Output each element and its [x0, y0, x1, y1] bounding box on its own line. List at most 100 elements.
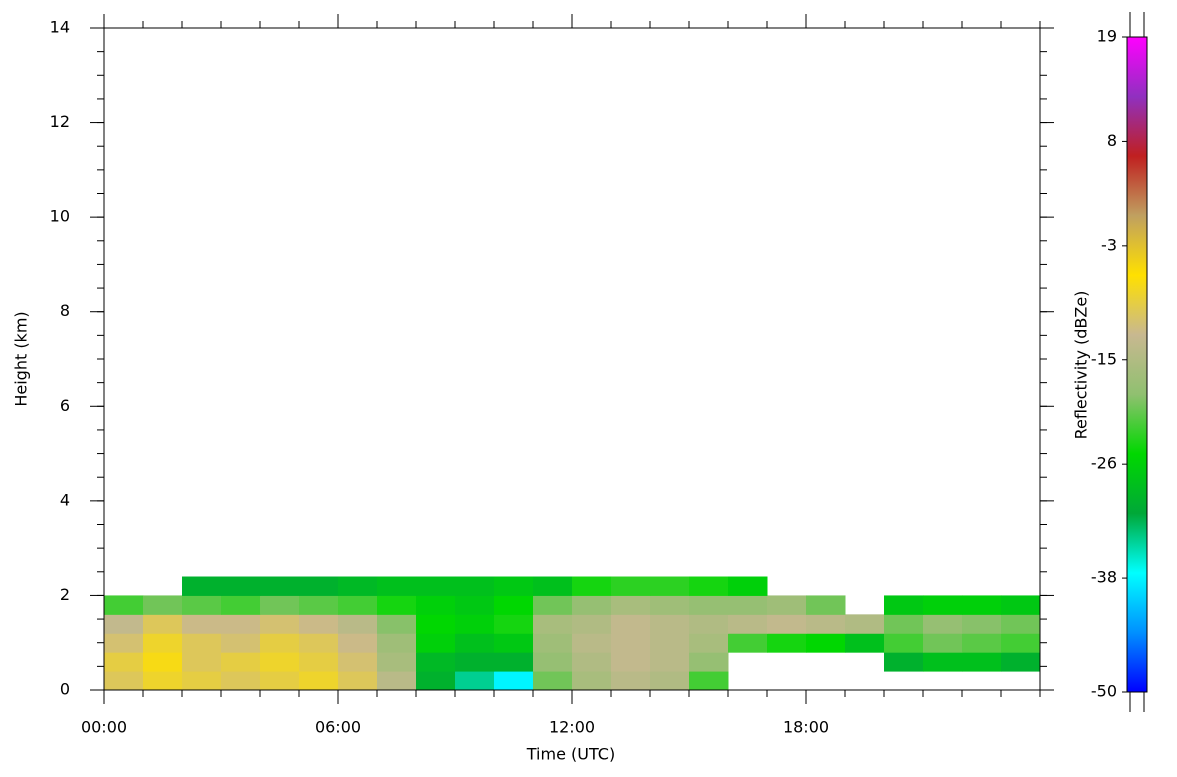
heatmap-cell	[260, 652, 300, 672]
heatmap-cell	[494, 576, 534, 596]
colorbar-tick-label: -38	[1091, 568, 1117, 587]
heatmap-cell	[455, 614, 495, 634]
heatmap-cell	[845, 614, 885, 634]
heatmap-cell	[533, 652, 573, 672]
heatmap-cell	[299, 595, 339, 615]
heatmap-cell	[377, 652, 417, 672]
heatmap-cell	[143, 614, 183, 634]
heatmap-cell	[377, 595, 417, 615]
heatmap-cell	[143, 595, 183, 615]
x-tick-label: 12:00	[549, 718, 595, 737]
colorbar-tick-label: 8	[1107, 131, 1117, 150]
colorbar-tick-label: -15	[1091, 349, 1117, 368]
heatmap-cell	[338, 633, 378, 653]
heatmap-cell	[650, 595, 690, 615]
heatmap-cell	[104, 633, 144, 653]
heatmap-cell	[221, 614, 261, 634]
heatmap-cell	[338, 652, 378, 672]
heatmap-cell	[455, 633, 495, 653]
heatmap-cell	[689, 633, 729, 653]
heatmap-cell	[104, 671, 144, 691]
heatmap-cell	[767, 614, 807, 634]
heatmap-cell	[104, 652, 144, 672]
y-tick-label: 14	[50, 18, 70, 37]
heatmap-cell	[650, 614, 690, 634]
heatmap-cell	[182, 652, 222, 672]
heatmap-cell	[377, 671, 417, 691]
heatmap-cell	[338, 576, 378, 596]
heatmap-cell	[416, 671, 456, 691]
x-tick-label: 00:00	[81, 718, 127, 737]
heatmap-cell	[611, 671, 651, 691]
y-tick-label: 0	[60, 680, 70, 699]
heatmap-cell	[182, 614, 222, 634]
heatmap-cell	[728, 633, 768, 653]
heatmap-cell	[767, 633, 807, 653]
x-axis-label: Time (UTC)	[526, 745, 615, 764]
heatmap-cell	[728, 576, 768, 596]
heatmap-cell	[728, 614, 768, 634]
heatmap-cell	[572, 652, 612, 672]
heatmap-cell	[767, 595, 807, 615]
heatmap-cell	[923, 614, 963, 634]
heatmap-cell	[572, 576, 612, 596]
heatmap-cell	[650, 652, 690, 672]
heatmap-cell	[455, 652, 495, 672]
heatmap-cell	[689, 576, 729, 596]
y-tick-label: 4	[60, 490, 70, 509]
heatmap-cell	[962, 614, 1002, 634]
y-tick-label: 12	[50, 112, 70, 131]
heatmap-cell	[299, 614, 339, 634]
heatmap-cell	[533, 633, 573, 653]
heatmap-cell	[260, 633, 300, 653]
heatmap-cell	[494, 633, 534, 653]
heatmap-cell	[299, 671, 339, 691]
heatmap-cell	[884, 614, 924, 634]
heatmap-cell	[260, 576, 300, 596]
heatmap-cell	[221, 671, 261, 691]
heatmap-cell	[611, 595, 651, 615]
heatmap-cell	[806, 595, 846, 615]
heatmap-cell	[338, 614, 378, 634]
heatmap-cell	[416, 576, 456, 596]
heatmap-cell	[884, 652, 924, 672]
heatmap-cell	[611, 652, 651, 672]
y-tick-label: 6	[60, 396, 70, 415]
heatmap-cell	[338, 671, 378, 691]
heatmap-cell	[884, 633, 924, 653]
heatmap-cell	[494, 595, 534, 615]
colorbar-label: Reflectivity (dBZe)	[1072, 291, 1091, 440]
heatmap-cell	[299, 576, 339, 596]
heatmap-cell	[1001, 652, 1041, 672]
heatmap-cell	[962, 633, 1002, 653]
heatmap-cell	[572, 595, 612, 615]
colorbar-tick-label: -3	[1101, 235, 1117, 254]
heatmap-cell	[182, 595, 222, 615]
heatmap-cell	[962, 652, 1002, 672]
heatmap-cell	[650, 576, 690, 596]
heatmap-cell	[299, 633, 339, 653]
heatmap-cell	[923, 633, 963, 653]
heatmap-cell	[221, 633, 261, 653]
heatmap-cell	[689, 614, 729, 634]
heatmap-cell	[494, 652, 534, 672]
heatmap-cell	[1001, 595, 1041, 615]
heatmap-cell	[221, 576, 261, 596]
x-tick-label: 06:00	[315, 718, 361, 737]
heatmap-cell	[104, 595, 144, 615]
heatmap-cell	[416, 652, 456, 672]
heatmap-cell	[143, 671, 183, 691]
heatmap-cell	[1001, 614, 1041, 634]
heatmap-cell	[572, 633, 612, 653]
heatmap-cell	[377, 633, 417, 653]
heatmap-cell	[572, 671, 612, 691]
heatmap-cell	[221, 595, 261, 615]
heatmap-cell	[338, 595, 378, 615]
x-tick-label: 18:00	[783, 718, 829, 737]
heatmap-cell	[650, 633, 690, 653]
heatmap-cell	[533, 576, 573, 596]
heatmap-cell	[143, 652, 183, 672]
heatmap-cell	[416, 614, 456, 634]
